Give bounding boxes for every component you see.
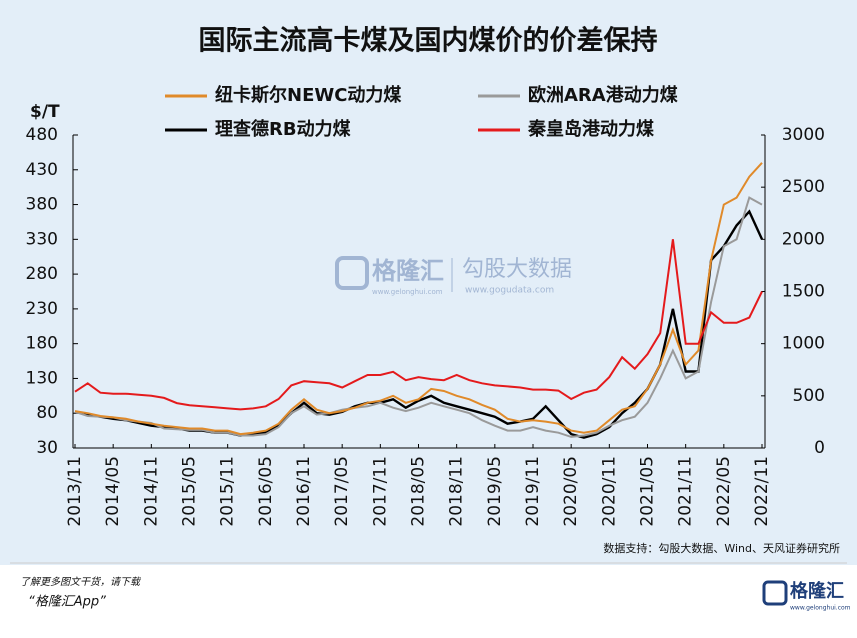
x-tick-label: 2017/11 <box>370 456 390 527</box>
y-tick-label: 280 <box>26 264 58 284</box>
x-tick-label: 2019/05 <box>485 456 505 527</box>
y-tick-label: 480 <box>26 125 58 145</box>
x-tick-label: 2019/11 <box>523 456 543 527</box>
legend-label: 秦皇岛港动力煤 <box>527 118 654 140</box>
y-tick-label: 230 <box>26 299 58 319</box>
x-tick-label: 2022/05 <box>714 456 734 527</box>
watermark-brand-url: www.gelonghui.com <box>372 288 443 296</box>
y2-tick-label: 2500 <box>782 177 825 197</box>
y-tick-label: 130 <box>26 368 58 388</box>
x-tick-label: 2013/11 <box>65 456 85 527</box>
footer-note: 了解更多图文干货，请下载 <box>20 576 142 588</box>
x-tick-label: 2015/11 <box>218 456 238 527</box>
y2-tick-label: 2000 <box>782 229 825 249</box>
legend-label: 欧洲ARA港动力煤 <box>528 84 678 106</box>
y-tick-label: 180 <box>26 334 58 354</box>
legend-label: 理查德RB动力煤 <box>215 118 351 140</box>
watermark-logo <box>335 256 369 290</box>
watermark-partner: 勾股大数据 <box>462 257 572 282</box>
x-tick-label: 2018/05 <box>409 456 429 527</box>
x-tick-label: 2016/11 <box>294 456 314 527</box>
y-tick-label: 430 <box>26 160 58 180</box>
x-tick-label: 2018/11 <box>447 456 467 527</box>
y2-tick-label: 500 <box>793 386 825 406</box>
x-tick-label: 2020/11 <box>599 456 619 527</box>
y2-tick-label: 1500 <box>782 282 825 302</box>
data-line <box>74 162 763 436</box>
y-tick-label: 330 <box>26 229 58 249</box>
y-tick-label: 380 <box>26 195 58 215</box>
x-tick-label: 2014/11 <box>141 456 161 527</box>
x-tick-label: 2021/05 <box>638 456 658 527</box>
footer-logo-url: www.gelonghui.com <box>790 605 851 612</box>
chart-background <box>0 0 857 565</box>
watermark-partner-url: www.gogudata.com <box>465 286 554 296</box>
y-axis-label: $/T <box>30 102 60 122</box>
x-tick-label: 2022/11 <box>752 456 772 527</box>
x-tick-label: 2021/11 <box>676 456 696 527</box>
data-line <box>74 239 763 411</box>
data-line <box>74 196 763 438</box>
x-tick-label: 2020/05 <box>561 456 581 527</box>
y2-tick-label: 3000 <box>782 125 825 145</box>
footer-logo: 格隆汇 <box>790 580 844 602</box>
footer-app: “格隆汇App” <box>28 595 106 610</box>
watermark: 格隆汇 www.gelonghui.com 勾股大数据 www.gogudata… <box>335 256 572 296</box>
footer-logo-icon <box>762 580 788 606</box>
x-tick-label: 2016/05 <box>256 456 276 527</box>
y2-tick-label: 1000 <box>782 334 825 354</box>
y2-tick-label: 0 <box>814 438 825 458</box>
y-tick-label: 80 <box>36 403 58 423</box>
y-tick-label: 30 <box>36 438 58 458</box>
x-tick-label: 2015/05 <box>180 456 200 527</box>
chart-title: 国际主流高卡煤及国内煤价的价差保持 <box>199 25 658 57</box>
x-tick-label: 2014/05 <box>103 456 123 527</box>
x-tick-label: 2017/05 <box>332 456 352 527</box>
source: 数据支持：勾股大数据、Wind、天风证券研究所 <box>603 541 840 555</box>
watermark-brand: 格隆汇 <box>372 257 444 285</box>
legend-label: 纽卡斯尔NEWC动力煤 <box>215 84 401 106</box>
